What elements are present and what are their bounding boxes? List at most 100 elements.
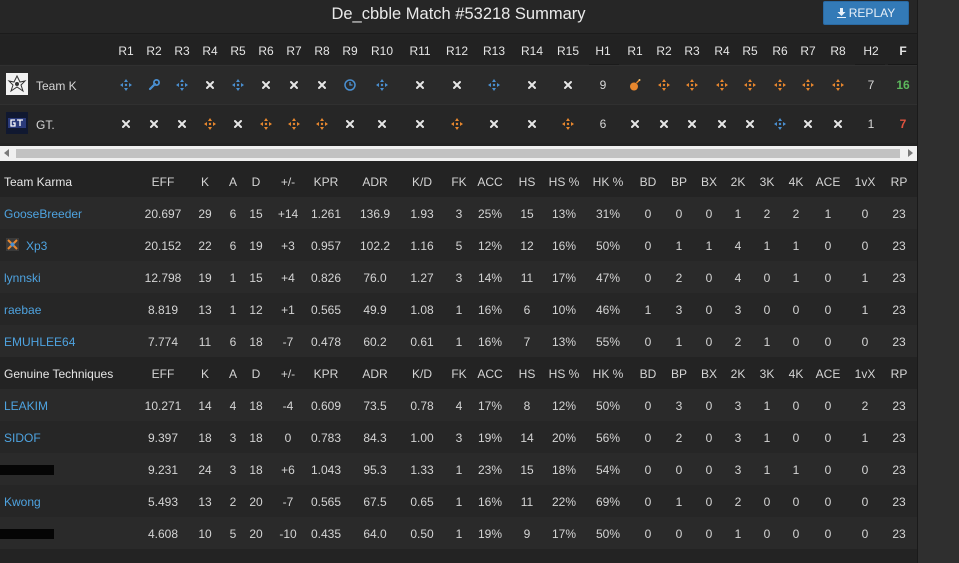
stat-cell-17: 0 [763, 303, 771, 317]
replay-label: REPLAY [848, 6, 896, 20]
stat-cell-14: 1 [675, 239, 683, 253]
stat-cell-6: 95.3 [363, 463, 387, 477]
stat-cell-3: 18 [249, 399, 263, 413]
stat-cell-11: 16% [551, 239, 577, 253]
round-header-5: R6 [258, 44, 274, 58]
h1-score: 9 [599, 78, 607, 92]
x-icon [804, 120, 812, 128]
gt-logo [6, 112, 28, 134]
redacted-player-name [0, 529, 54, 539]
player-name-link[interactable]: lynnski [4, 271, 41, 285]
stat-cell-16: 3 [734, 431, 742, 445]
column-header-16: 2K [730, 367, 746, 381]
x-icon [234, 120, 242, 128]
scrollbar-thumb[interactable] [16, 149, 900, 158]
round-header-7: R8 [314, 44, 330, 58]
stat-cell-4: +6 [281, 463, 295, 477]
player-name-link[interactable]: GooseBreeder [4, 207, 83, 221]
stat-cell-1: 11 [198, 335, 212, 349]
stat-cell-7: 0.78 [410, 399, 434, 413]
stat-cell-8: 3 [455, 207, 463, 221]
scroll-left-icon[interactable] [4, 149, 9, 157]
stat-cell-13: 0 [644, 399, 652, 413]
stat-cell-19: 0 [824, 463, 832, 477]
stat-cell-16: 1 [734, 207, 742, 221]
stat-cell-18: 0 [792, 335, 800, 349]
x-icon [660, 120, 668, 128]
column-header-11: HS % [548, 367, 580, 381]
player-name-link[interactable]: SIDOF [4, 431, 41, 445]
player-name-link[interactable]: EMUHLEE64 [4, 335, 76, 349]
stat-cell-11: 17% [551, 271, 577, 285]
player-name-link[interactable]: Kwong [4, 495, 41, 509]
stat-cell-21: 23 [892, 271, 906, 285]
stat-cell-11: 20% [551, 431, 577, 445]
player-row: GooseBreeder 20.697 29 6 15 +14 1.261 136.9 1.93… [0, 197, 917, 229]
stat-cell-19: 1 [824, 207, 832, 221]
stat-cell-18: 0 [792, 527, 800, 541]
stats-header-row: Team Karma EFF K A D +/- KPR ADR K/D FK ACC HS HS % H… [0, 165, 917, 197]
kill-icon [774, 79, 786, 91]
replay-button[interactable]: REPLAY [823, 1, 909, 25]
defuse-icon [774, 118, 786, 130]
stat-cell-17: 1 [763, 399, 771, 413]
stat-cell-5: 0.478 [310, 335, 342, 349]
stat-cell-2: 2 [229, 495, 237, 509]
stat-cell-7: 1.33 [410, 463, 434, 477]
column-header-15: BX [700, 175, 717, 189]
stat-cell-9: 23% [477, 463, 503, 477]
column-header-7: K/D [411, 367, 432, 381]
column-header-17: 3K [759, 367, 775, 381]
stat-cell-16: 3 [734, 463, 742, 477]
stat-cell-7: 1.27 [410, 271, 434, 285]
x-icon [688, 120, 696, 128]
stat-cell-7: 1.00 [410, 431, 434, 445]
stat-cell-18: 0 [792, 399, 800, 413]
stat-cell-20: 1 [861, 431, 869, 445]
stat-cell-3: 20 [249, 495, 263, 509]
column-header-18: 4K [788, 367, 804, 381]
column-header-2: A [228, 175, 237, 189]
stat-cell-21: 23 [892, 207, 906, 221]
player-name-link[interactable]: Xp3 [26, 239, 48, 253]
stat-cell-2: 6 [229, 207, 237, 221]
player-name-link[interactable]: raebae [4, 303, 42, 317]
stat-cell-9: 19% [477, 431, 503, 445]
stat-cell-18: 0 [792, 431, 800, 445]
column-header-12: HK % [592, 175, 624, 189]
stat-cell-20: 0 [861, 495, 869, 509]
x-icon [122, 120, 130, 128]
round-header-16: R1 [627, 44, 643, 58]
column-header-7: K/D [411, 175, 432, 189]
stat-cell-13: 0 [644, 239, 652, 253]
defuse-icon [120, 79, 132, 91]
stat-cell-12: 56% [595, 431, 621, 445]
kill-icon [716, 79, 728, 91]
stat-cell-6: 49.9 [363, 303, 387, 317]
kill-icon [204, 118, 216, 130]
bomb-icon [630, 79, 641, 91]
stat-cell-16: 2 [734, 335, 742, 349]
stat-cell-15: 0 [705, 207, 713, 221]
x-icon [528, 120, 536, 128]
stat-cell-19: 0 [824, 399, 832, 413]
stat-cell-4: +1 [281, 303, 295, 317]
player-row: Kwong 5.493 13 2 20 -7 0.565 67.5 0.65 1 16% 11 22% 6… [0, 485, 917, 517]
stat-cell-8: 1 [455, 495, 463, 509]
column-header-2: A [228, 367, 237, 381]
stat-cell-20: 0 [861, 463, 869, 477]
redacted-player-name [0, 465, 54, 475]
round-header-24: H2 [863, 44, 879, 58]
player-name-link[interactable]: LEAKIM [4, 399, 49, 413]
scroll-right-icon[interactable] [908, 149, 913, 157]
stat-cell-8: 4 [455, 399, 463, 413]
stat-cell-17: 1 [763, 335, 771, 349]
stat-cell-16: 1 [734, 527, 742, 541]
horizontal-scrollbar[interactable] [0, 146, 917, 161]
column-header-8: FK [451, 175, 467, 189]
stat-cell-18: 1 [792, 239, 800, 253]
stat-cell-4: +3 [281, 239, 295, 253]
stat-cell-13: 0 [644, 271, 652, 285]
defuse-icon [176, 79, 188, 91]
stat-cell-7: 1.93 [410, 207, 434, 221]
